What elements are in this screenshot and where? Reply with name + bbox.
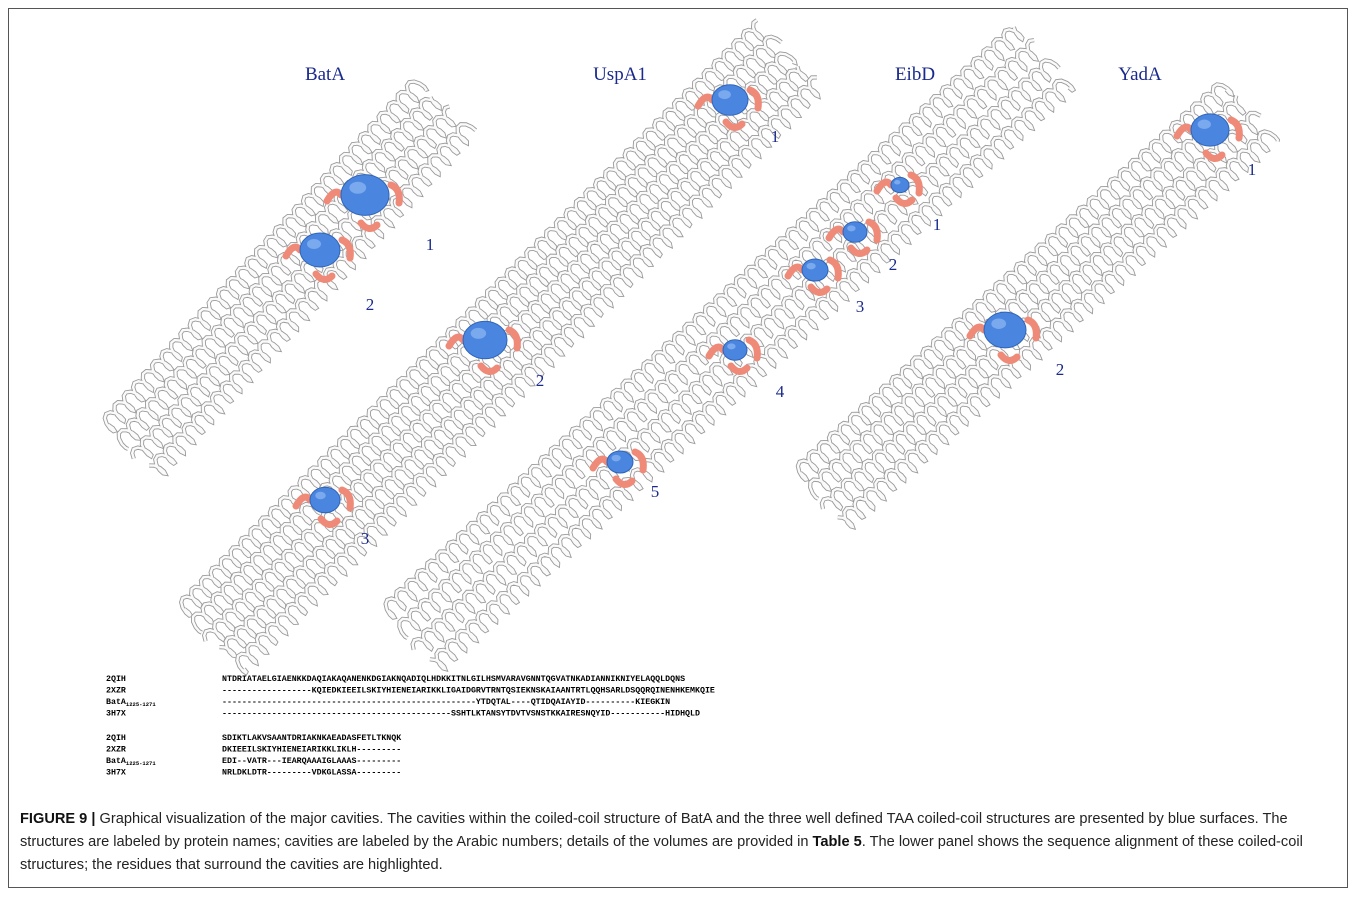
protein-name: EibD — [895, 64, 935, 85]
sequence-id: 3H7X — [106, 769, 126, 778]
cavity-surface — [984, 312, 1026, 348]
cavity-highlight — [718, 90, 731, 99]
cavity-highlight — [991, 318, 1006, 329]
cavity-number: 1 — [426, 235, 435, 254]
cavity-highlight — [471, 328, 486, 339]
cavity-number: 2 — [366, 295, 375, 314]
sequence: ----------------------------------------… — [222, 710, 700, 719]
helix-outline — [798, 84, 1232, 479]
cavity-highlight — [307, 239, 321, 249]
sequence: EDI--VATR---IEARQAAAIGLAAAS--------- — [222, 757, 401, 766]
sequence-id-text: 3H7X — [106, 710, 126, 719]
cavity-number: 3 — [856, 297, 865, 316]
cavity-number: 1 — [1248, 160, 1257, 179]
helix — [810, 96, 1243, 499]
helix — [119, 97, 440, 449]
cavity-highlight — [727, 343, 735, 349]
cavity-surface — [310, 487, 340, 513]
helix-outline — [119, 97, 440, 449]
cavity-number: 2 — [1056, 360, 1065, 379]
helix-outline — [105, 82, 426, 432]
cavity-surface — [463, 321, 507, 358]
helix — [105, 82, 426, 432]
sequence: DKIEEILSKIYHIENEIARIKKLIKLH--------- — [222, 746, 401, 755]
cavity-surface — [843, 222, 867, 242]
caption-ref: Table 5 — [813, 834, 862, 850]
cavity-highlight — [612, 455, 621, 462]
cavity-surface — [712, 85, 748, 116]
cavity-number: 3 — [361, 529, 370, 548]
cavity-highlight — [349, 182, 366, 194]
sequence-id-text: BatA — [106, 698, 126, 707]
sequence: NTDRIATAELGIAENKKDAQIAKAQANENKDGIAKNQADI… — [222, 675, 685, 684]
cavity-number: 4 — [776, 382, 785, 401]
sequence: SDIKTLAKVSAANTDRIAKNKAEADASFETLTKNQK — [222, 734, 401, 743]
sequence-id-text: 2QIH — [106, 675, 126, 684]
helix — [149, 124, 476, 473]
protein-name: YadA — [1118, 64, 1162, 85]
sequence-id-subscript: 1225-1271 — [126, 701, 156, 708]
sequence-id: 2XZR — [106, 746, 126, 755]
sequence-id: 2QIH — [106, 675, 126, 684]
cavity-surface — [607, 451, 633, 473]
caption: FIGURE 9 | Graphical visualization of th… — [20, 808, 1338, 877]
cavity-surface — [802, 259, 828, 281]
sequence-id-text: 2XZR — [106, 746, 126, 755]
caption-label: FIGURE 9 | — [20, 811, 95, 827]
sequence-id-subscript: 1225-1271 — [126, 760, 156, 767]
cavity-surface — [891, 177, 909, 192]
figure-panel: BatA 1 2 UspA1 1 2 3 EibD 1 2 3 4 5 YadA 1 2 2QIH NTDRIAT… — [0, 0, 1358, 800]
protein-name: UspA1 — [593, 64, 647, 85]
sequence: ------------------KQIEDKIEEILSKIYHIENEIA… — [222, 687, 715, 696]
cavity-number: 5 — [651, 482, 660, 501]
cavity-highlight — [894, 180, 900, 185]
cavity-highlight — [847, 225, 855, 231]
cavity-highlight — [1198, 120, 1211, 130]
cavity-surface — [341, 175, 389, 216]
cavity-surface — [300, 233, 340, 267]
sequence: NRLDKLDTR---------VDKGLASSA--------- — [222, 769, 401, 778]
helix-outline — [149, 124, 476, 473]
sequence-id: BatA1225-1271 — [106, 757, 156, 767]
cavity-surface — [723, 340, 747, 360]
cavity-number: 2 — [889, 255, 898, 274]
cavity-surface — [1191, 114, 1229, 146]
helix — [430, 81, 1073, 669]
sequence-id: BatA1225-1271 — [106, 698, 156, 708]
sequence-id-text: 2XZR — [106, 687, 126, 696]
sequence: ----------------------------------------… — [222, 698, 670, 707]
sequence-id-text: 3H7X — [106, 769, 126, 778]
cavity-highlight — [807, 263, 816, 270]
cavity-number: 2 — [536, 371, 545, 390]
sequence-id: 3H7X — [106, 710, 126, 719]
sequence-id: 2QIH — [106, 734, 126, 743]
cavity-number: 1 — [771, 127, 780, 146]
sequence-id-text: BatA — [106, 757, 126, 766]
protein-name: BatA — [305, 64, 345, 85]
cavity-number: 1 — [933, 215, 942, 234]
cavity-highlight — [315, 492, 326, 500]
sequence-id: 2XZR — [106, 687, 126, 696]
sequence-id-text: 2QIH — [106, 734, 126, 743]
